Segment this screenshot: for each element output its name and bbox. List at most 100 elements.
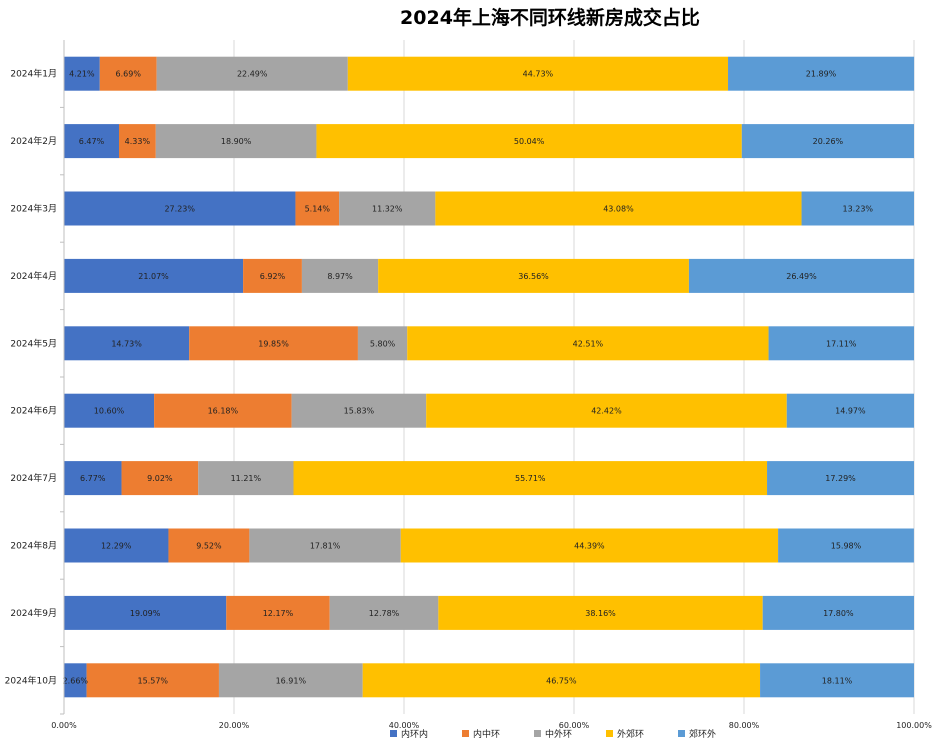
bar-segment xyxy=(728,56,915,91)
x-tick-label: 40.00% xyxy=(389,721,420,730)
bar-segment xyxy=(64,56,100,91)
data-label: 12.78% xyxy=(369,609,400,618)
legend: 内环内 内中环 中外环 外郊环 郊环外 xyxy=(390,728,716,740)
bar-segment xyxy=(786,393,914,428)
bar-segment xyxy=(407,326,769,361)
data-label: 44.73% xyxy=(523,70,554,79)
bar-segment xyxy=(64,663,87,698)
bar-segment xyxy=(156,56,348,91)
data-label: 17.11% xyxy=(826,339,857,348)
data-label: 11.32% xyxy=(372,205,403,214)
category-label: 2024年10月 xyxy=(5,674,57,686)
data-label: 17.29% xyxy=(825,474,856,483)
bar-segment xyxy=(767,461,914,496)
category-label: 2024年1月 xyxy=(10,68,57,80)
data-labels: 4.21% 6.69% 22.49% 44.73% 21.89% 6.47% 4.33% 18… xyxy=(63,70,874,686)
bars xyxy=(64,56,915,698)
legend-swatch xyxy=(462,730,469,737)
bar-segment xyxy=(400,528,779,563)
chart-title: 2024年上海不同环线新房成交占比 xyxy=(400,6,700,29)
data-label: 11.21% xyxy=(231,474,262,483)
data-label: 12.17% xyxy=(263,609,294,618)
bar-segment xyxy=(339,191,436,226)
data-label: 6.92% xyxy=(260,272,286,281)
x-tick-label: 60.00% xyxy=(559,721,590,730)
bar-segment xyxy=(249,528,401,563)
data-label: 15.98% xyxy=(831,542,862,551)
data-label: 18.90% xyxy=(221,137,252,146)
category-label: 2024年4月 xyxy=(10,270,57,282)
data-label: 27.23% xyxy=(164,205,195,214)
bar-segment xyxy=(778,528,914,563)
data-label: 13.23% xyxy=(843,205,874,214)
bar-segment xyxy=(741,124,914,159)
bar-segment xyxy=(438,595,763,630)
legend-swatch xyxy=(390,730,397,737)
data-label: 16.91% xyxy=(276,676,307,685)
bar-segment xyxy=(155,124,317,159)
bar-segment xyxy=(316,124,742,159)
bar-segment xyxy=(64,191,296,226)
bar-segment xyxy=(99,56,157,91)
data-label: 8.97% xyxy=(327,272,353,281)
bar-segment xyxy=(768,326,914,361)
data-label: 14.97% xyxy=(835,407,866,416)
bar-segment xyxy=(688,258,915,293)
category-label: 2024年7月 xyxy=(10,472,57,484)
data-label: 36.56% xyxy=(518,272,549,281)
bar-segment xyxy=(218,663,363,698)
data-label: 17.80% xyxy=(823,609,854,618)
data-label: 9.52% xyxy=(196,542,222,551)
data-label: 12.29% xyxy=(101,542,132,551)
legend-swatch xyxy=(678,730,685,737)
data-label: 42.51% xyxy=(573,339,604,348)
legend-label: 郊环外 xyxy=(689,728,716,740)
data-label: 26.49% xyxy=(786,272,817,281)
data-label: 50.04% xyxy=(514,137,545,146)
category-label: 2024年5月 xyxy=(10,337,57,349)
data-label: 16.18% xyxy=(208,407,239,416)
axes: 0.00% 20.00% 40.00% 60.00% 80.00% 100.00% 2024… xyxy=(5,40,932,730)
data-label: 4.33% xyxy=(125,137,151,146)
data-label: 21.89% xyxy=(806,70,837,79)
legend-swatch xyxy=(534,730,541,737)
data-label: 20.26% xyxy=(813,137,844,146)
data-label: 15.83% xyxy=(344,407,375,416)
data-label: 6.69% xyxy=(116,70,142,79)
bar-segment xyxy=(86,663,219,698)
x-tick-label: 80.00% xyxy=(729,721,760,730)
bar-segment xyxy=(64,461,122,496)
bar-segment xyxy=(154,393,292,428)
category-label: 2024年6月 xyxy=(10,405,57,417)
data-label: 5.80% xyxy=(370,339,396,348)
data-label: 9.02% xyxy=(147,474,173,483)
bar-segment xyxy=(243,258,302,293)
data-label: 6.47% xyxy=(79,137,105,146)
bar-segment xyxy=(121,461,199,496)
bar-segment xyxy=(291,393,427,428)
data-label: 19.85% xyxy=(258,339,289,348)
data-label: 14.73% xyxy=(111,339,142,348)
bar-segment xyxy=(762,595,914,630)
bar-segment xyxy=(168,528,250,563)
legend-label: 中外环 xyxy=(545,728,572,740)
data-label: 15.57% xyxy=(138,676,169,685)
bar-segment xyxy=(435,191,802,226)
bar-segment xyxy=(329,595,439,630)
bar-segment xyxy=(426,393,787,428)
category-label: 2024年3月 xyxy=(10,203,57,215)
category-label: 2024年2月 xyxy=(10,135,57,147)
bar-segment xyxy=(293,461,768,496)
data-label: 21.07% xyxy=(138,272,169,281)
bar-segment xyxy=(801,191,914,226)
bar-segment xyxy=(295,191,340,226)
bar-segment xyxy=(64,124,119,159)
bar-segment xyxy=(64,326,190,361)
bar-segment xyxy=(198,461,294,496)
data-label: 5.14% xyxy=(305,205,331,214)
bar-segment xyxy=(64,258,244,293)
bar-segment xyxy=(301,258,379,293)
data-label: 18.11% xyxy=(822,676,853,685)
bar-segment xyxy=(189,326,358,361)
